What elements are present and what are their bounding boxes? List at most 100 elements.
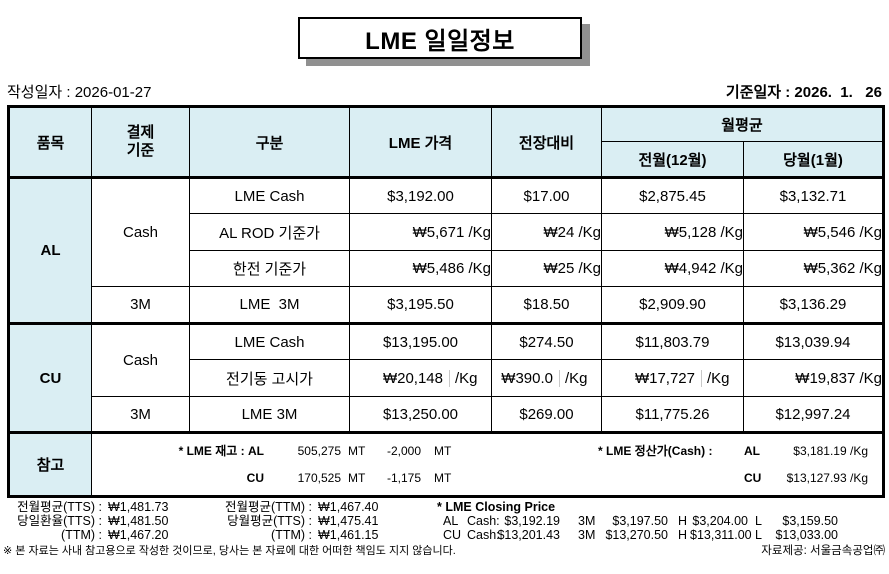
cu-copper-vs-value: ₩390.0 bbox=[501, 369, 553, 387]
closing-cu-l-label: L bbox=[755, 528, 762, 542]
closing-al-low: $3,159.50 bbox=[782, 514, 838, 528]
al-rod-price: ₩5,671 /Kg bbox=[349, 213, 492, 251]
al-hanjeon-vs: ₩25 /Kg bbox=[491, 250, 602, 287]
cu-copper-cur: ₩19,837 /Kg bbox=[743, 359, 884, 397]
closing-al-cash: $3,192.19 bbox=[504, 514, 560, 528]
fx-label-1b: 전월평균(TTM) : bbox=[225, 500, 312, 514]
cu-copper-vs-unit: /Kg bbox=[559, 369, 601, 387]
closing-cu-h-label: H bbox=[678, 528, 688, 542]
closing-cu-cash-label: Cash: bbox=[467, 528, 500, 542]
lme-price-table: 품목 결제 기준 구분 LME 가격 전장대비 월평균 전월(12월) 당월(1월… bbox=[7, 105, 885, 498]
fx-label-3b: (TTM) : bbox=[271, 528, 312, 542]
closing-cu-3m-label: 3M bbox=[578, 528, 596, 542]
footer: 전월평균(TTS) : ₩1,481.73 전월평균(TTM) : ₩1,467… bbox=[0, 500, 889, 574]
table-row-al-hanjeon: 한전 기준가 ₩5,486 /Kg ₩25 /Kg ₩4,942 /Kg ₩5,… bbox=[9, 250, 884, 287]
note-settle-cu-label: CU bbox=[744, 471, 762, 485]
cu-copper-price-unit: /Kg bbox=[449, 369, 491, 387]
table-row-al-rod: AL ROD 기준가 ₩5,671 /Kg ₩24 /Kg ₩5,128 /Kg… bbox=[9, 213, 884, 251]
note-stock-cu-label: CU bbox=[246, 471, 264, 485]
base-date: 기준일자 : 2026. 1. 26 bbox=[726, 81, 882, 102]
note-settle-cu-value: $13,127.93 /Kg bbox=[786, 471, 868, 485]
cu-cat-copper: 전기동 고시가 bbox=[189, 359, 350, 397]
fx-value-2a: ₩1,481.50 bbox=[108, 514, 169, 528]
base-date-value: 2026. 1. 26 bbox=[794, 84, 882, 101]
al-cat-hanjeon: 한전 기준가 bbox=[189, 250, 350, 287]
cu-copper-price: ₩20,148/Kg bbox=[349, 359, 492, 397]
report-title-box: LME 일일정보 bbox=[298, 17, 582, 59]
table-row-cu-lme-cash: CU Cash LME Cash $13,195.00 $274.50 $11,… bbox=[8, 322, 884, 433]
al-3m-vs: $18.50 bbox=[491, 286, 602, 324]
cu-cash-cur: $13,039.94 bbox=[743, 322, 884, 360]
header-basis-line2: 기준 bbox=[126, 142, 155, 159]
fx-value-2b: ₩1,475.41 bbox=[318, 514, 379, 528]
note-stock-cu-unit: MT bbox=[348, 471, 366, 485]
cu-copper-prev-unit: /Kg bbox=[701, 369, 743, 387]
note-settle-al-label: AL bbox=[744, 444, 760, 458]
fx-label-3a: (TTM) : bbox=[61, 528, 102, 542]
cu-cash-price: $13,195.00 bbox=[349, 322, 492, 360]
closing-cu-3m: $13,270.50 bbox=[605, 528, 668, 542]
source-credit: 자료제공: 서울금속공업㈜ bbox=[761, 545, 885, 557]
cu-copper-prev-value: ₩17,727 bbox=[634, 369, 695, 387]
al-hanjeon-cur: ₩5,362 /Kg bbox=[743, 250, 884, 287]
cu-cash-vs: $274.50 bbox=[491, 322, 602, 360]
cu-copper-prev: ₩17,727/Kg bbox=[601, 359, 744, 397]
al-cash-prev: $2,875.45 bbox=[601, 177, 744, 214]
al-cash-cur: $3,132.71 bbox=[743, 177, 884, 214]
closing-cu-low: $13,033.00 bbox=[775, 528, 838, 542]
note-stock-label: * LME 재고 : AL bbox=[178, 444, 264, 458]
closing-al-h-label: H bbox=[678, 514, 688, 528]
cu-copper-price-value: ₩20,148 bbox=[382, 369, 443, 387]
table-row-cu-3m: 3M LME 3M $13,250.00 $269.00 $11,775.26 … bbox=[9, 396, 884, 433]
note-stock-al-chg-unit: MT bbox=[434, 444, 452, 458]
al-cat-3m: LME 3M bbox=[189, 286, 350, 324]
al-rod-vs: ₩24 /Kg bbox=[491, 213, 602, 251]
fx-value-1a: ₩1,481.73 bbox=[108, 500, 169, 514]
closing-price-title: * LME Closing Price bbox=[437, 500, 556, 514]
fx-value-3b: ₩1,461.15 bbox=[318, 528, 379, 542]
cu-3m-prev: $11,775.26 bbox=[601, 396, 744, 433]
table-row-al-lme-cash: AL Cash LME Cash $3,192.00 $17.00 $2,875… bbox=[8, 177, 884, 324]
cu-3m-price: $13,250.00 bbox=[349, 396, 492, 433]
header-monthly-avg: 월평균 bbox=[601, 106, 884, 142]
note-settle-label: * LME 정산가(Cash) : bbox=[598, 444, 713, 458]
header-category: 구분 bbox=[189, 106, 350, 179]
note-content: * LME 재고 : AL 505,275 MT -2,000 MT CU 17… bbox=[91, 431, 884, 497]
header-basis-line1: 결제 bbox=[126, 124, 155, 141]
fx-label-2b: 당월평균(TTS) : bbox=[227, 514, 312, 528]
al-basis-3m: 3M bbox=[91, 286, 190, 324]
table-row-al-3m: 3M LME 3M $3,195.50 $18.50 $2,909.90 $3,… bbox=[9, 286, 884, 324]
item-al: AL bbox=[8, 177, 92, 324]
closing-al-cash-label: Cash: bbox=[467, 514, 500, 528]
cu-copper-vs: ₩390.0/Kg bbox=[491, 359, 602, 397]
date-row: 작성일자 : 2026-01-27 기준일자 : 2026. 1. 26 bbox=[7, 81, 882, 102]
table-row-cu-copper: 전기동 고시가 ₩20,148/Kg ₩390.0/Kg ₩17,727/Kg … bbox=[9, 359, 884, 397]
al-hanjeon-prev: ₩4,942 /Kg bbox=[601, 250, 744, 287]
report-title: LME 일일정보 bbox=[365, 27, 515, 55]
header-item: 품목 bbox=[8, 106, 92, 179]
note-stock-cu-qty: 170,525 bbox=[297, 471, 341, 485]
cu-3m-cur: $12,997.24 bbox=[743, 396, 884, 433]
cu-3m-vs: $269.00 bbox=[491, 396, 602, 433]
header-basis: 결제 기준 bbox=[91, 106, 190, 179]
al-cat-lme-cash: LME Cash bbox=[189, 177, 350, 214]
closing-al-high: $3,204.00 bbox=[692, 514, 748, 528]
cu-basis-cash: Cash bbox=[91, 322, 190, 397]
created-date-value: 2026-01-27 bbox=[74, 84, 152, 101]
note-stock-al-qty: 505,275 bbox=[297, 444, 341, 458]
disclaimer: ※ 본 자료는 사내 참고용으로 작성한 것이므로, 당사는 본 자료에 대한 … bbox=[3, 545, 456, 557]
cu-cat-lme-cash: LME Cash bbox=[189, 322, 350, 360]
closing-al-metal: AL bbox=[443, 514, 459, 528]
al-cash-price: $3,192.00 bbox=[349, 177, 492, 214]
note-stock-cu-chg: -1,175 bbox=[386, 471, 421, 485]
al-cash-vs: $17.00 bbox=[491, 177, 602, 214]
base-date-label: 기준일자 : bbox=[725, 84, 795, 101]
al-basis-cash: Cash bbox=[91, 177, 190, 287]
item-cu: CU bbox=[8, 322, 92, 433]
note-stock-al-chg: -2,000 bbox=[386, 444, 421, 458]
al-3m-price: $3,195.50 bbox=[349, 286, 492, 324]
header-row-2: 전월(12월) 당월(1월) bbox=[9, 141, 884, 179]
header-vs-prev: 전장대비 bbox=[491, 106, 602, 179]
item-note: 참고 bbox=[8, 431, 92, 497]
